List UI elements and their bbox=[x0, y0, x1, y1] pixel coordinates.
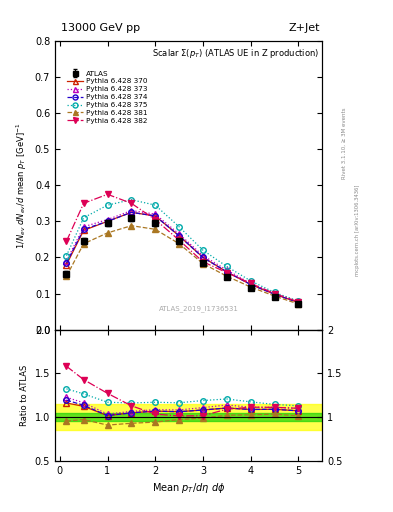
Pythia 6.428 375 bbox=[200, 247, 205, 253]
Pythia 6.428 375 bbox=[81, 215, 86, 221]
X-axis label: Mean $p_T/d\eta\ d\phi$: Mean $p_T/d\eta\ d\phi$ bbox=[152, 481, 225, 495]
Text: Rivet 3.1.10, ≥ 3M events: Rivet 3.1.10, ≥ 3M events bbox=[342, 108, 346, 179]
Pythia 6.428 375 bbox=[248, 278, 253, 284]
Pythia 6.428 373 bbox=[200, 252, 205, 259]
Text: Scalar $\Sigma(p_T)$ (ATLAS UE in Z production): Scalar $\Sigma(p_T)$ (ATLAS UE in Z prod… bbox=[152, 47, 320, 60]
Pythia 6.428 381 bbox=[224, 273, 229, 279]
Bar bbox=[55, 413, 322, 421]
Pythia 6.428 382 bbox=[272, 290, 277, 296]
Pythia 6.428 373 bbox=[296, 298, 301, 305]
Y-axis label: $1/N_{ev}\ dN_{ev}/d$ mean $p_T\ [\mathrm{GeV}]^{-1}$: $1/N_{ev}\ dN_{ev}/d$ mean $p_T\ [\mathr… bbox=[15, 122, 29, 248]
Pythia 6.428 370 bbox=[105, 218, 110, 224]
Pythia 6.428 381 bbox=[105, 230, 110, 236]
Pythia 6.428 382 bbox=[296, 298, 301, 305]
Bar bbox=[55, 404, 322, 430]
Text: 13000 GeV pp: 13000 GeV pp bbox=[61, 23, 140, 33]
Pythia 6.428 374 bbox=[296, 300, 301, 306]
Pythia 6.428 382 bbox=[105, 191, 110, 197]
Line: Pythia 6.428 382: Pythia 6.428 382 bbox=[64, 191, 301, 305]
Pythia 6.428 373 bbox=[272, 290, 277, 296]
Pythia 6.428 381 bbox=[64, 273, 69, 279]
Pythia 6.428 381 bbox=[177, 241, 182, 247]
Pythia 6.428 382 bbox=[81, 200, 86, 206]
Y-axis label: Ratio to ATLAS: Ratio to ATLAS bbox=[20, 365, 29, 426]
Pythia 6.428 382 bbox=[200, 259, 205, 265]
Pythia 6.428 382 bbox=[224, 269, 229, 275]
Pythia 6.428 382 bbox=[64, 238, 69, 244]
Pythia 6.428 382 bbox=[248, 281, 253, 287]
Pythia 6.428 374 bbox=[153, 213, 158, 219]
Pythia 6.428 373 bbox=[248, 281, 253, 287]
Pythia 6.428 382 bbox=[177, 237, 182, 243]
Pythia 6.428 375 bbox=[64, 252, 69, 259]
Legend: ATLAS, Pythia 6.428 370, Pythia 6.428 373, Pythia 6.428 374, Pythia 6.428 375, P: ATLAS, Pythia 6.428 370, Pythia 6.428 37… bbox=[64, 68, 150, 126]
Pythia 6.428 374 bbox=[64, 260, 69, 266]
Text: Z+Jet: Z+Jet bbox=[289, 23, 320, 33]
Pythia 6.428 381 bbox=[129, 223, 134, 229]
Pythia 6.428 382 bbox=[129, 200, 134, 206]
Pythia 6.428 374 bbox=[224, 269, 229, 275]
Line: Pythia 6.428 375: Pythia 6.428 375 bbox=[64, 197, 301, 304]
Pythia 6.428 374 bbox=[105, 218, 110, 224]
Line: Pythia 6.428 374: Pythia 6.428 374 bbox=[64, 209, 301, 305]
Pythia 6.428 373 bbox=[105, 217, 110, 223]
Pythia 6.428 375 bbox=[129, 197, 134, 203]
Pythia 6.428 370 bbox=[64, 262, 69, 268]
Pythia 6.428 374 bbox=[129, 209, 134, 216]
Pythia 6.428 382 bbox=[153, 217, 158, 223]
Line: Pythia 6.428 381: Pythia 6.428 381 bbox=[64, 223, 301, 307]
Pythia 6.428 375 bbox=[272, 289, 277, 295]
Pythia 6.428 374 bbox=[248, 282, 253, 288]
Pythia 6.428 373 bbox=[153, 211, 158, 217]
Pythia 6.428 370 bbox=[200, 254, 205, 261]
Pythia 6.428 381 bbox=[272, 293, 277, 299]
Pythia 6.428 375 bbox=[224, 263, 229, 269]
Pythia 6.428 373 bbox=[64, 258, 69, 264]
Pythia 6.428 370 bbox=[248, 282, 253, 288]
Pythia 6.428 381 bbox=[81, 241, 86, 247]
Pythia 6.428 381 bbox=[200, 261, 205, 267]
Pythia 6.428 375 bbox=[153, 202, 158, 208]
Pythia 6.428 374 bbox=[200, 254, 205, 261]
Pythia 6.428 373 bbox=[177, 231, 182, 237]
Pythia 6.428 381 bbox=[248, 284, 253, 290]
Pythia 6.428 370 bbox=[129, 209, 134, 216]
Pythia 6.428 373 bbox=[129, 207, 134, 214]
Pythia 6.428 381 bbox=[296, 301, 301, 307]
Pythia 6.428 370 bbox=[81, 227, 86, 233]
Pythia 6.428 370 bbox=[153, 213, 158, 219]
Line: Pythia 6.428 373: Pythia 6.428 373 bbox=[64, 208, 301, 305]
Pythia 6.428 375 bbox=[177, 224, 182, 230]
Pythia 6.428 374 bbox=[177, 233, 182, 239]
Text: ATLAS_2019_I1736531: ATLAS_2019_I1736531 bbox=[160, 306, 239, 312]
Pythia 6.428 381 bbox=[153, 226, 158, 232]
Pythia 6.428 370 bbox=[296, 300, 301, 306]
Text: mcplots.cern.ch [arXiv:1306.3436]: mcplots.cern.ch [arXiv:1306.3436] bbox=[355, 185, 360, 276]
Pythia 6.428 375 bbox=[296, 298, 301, 304]
Pythia 6.428 370 bbox=[272, 291, 277, 297]
Pythia 6.428 370 bbox=[177, 233, 182, 239]
Line: Pythia 6.428 370: Pythia 6.428 370 bbox=[64, 209, 301, 305]
Pythia 6.428 374 bbox=[272, 291, 277, 297]
Pythia 6.428 373 bbox=[81, 224, 86, 230]
Pythia 6.428 370 bbox=[224, 269, 229, 275]
Pythia 6.428 374 bbox=[81, 226, 86, 232]
Pythia 6.428 373 bbox=[224, 267, 229, 273]
Pythia 6.428 375 bbox=[105, 202, 110, 208]
